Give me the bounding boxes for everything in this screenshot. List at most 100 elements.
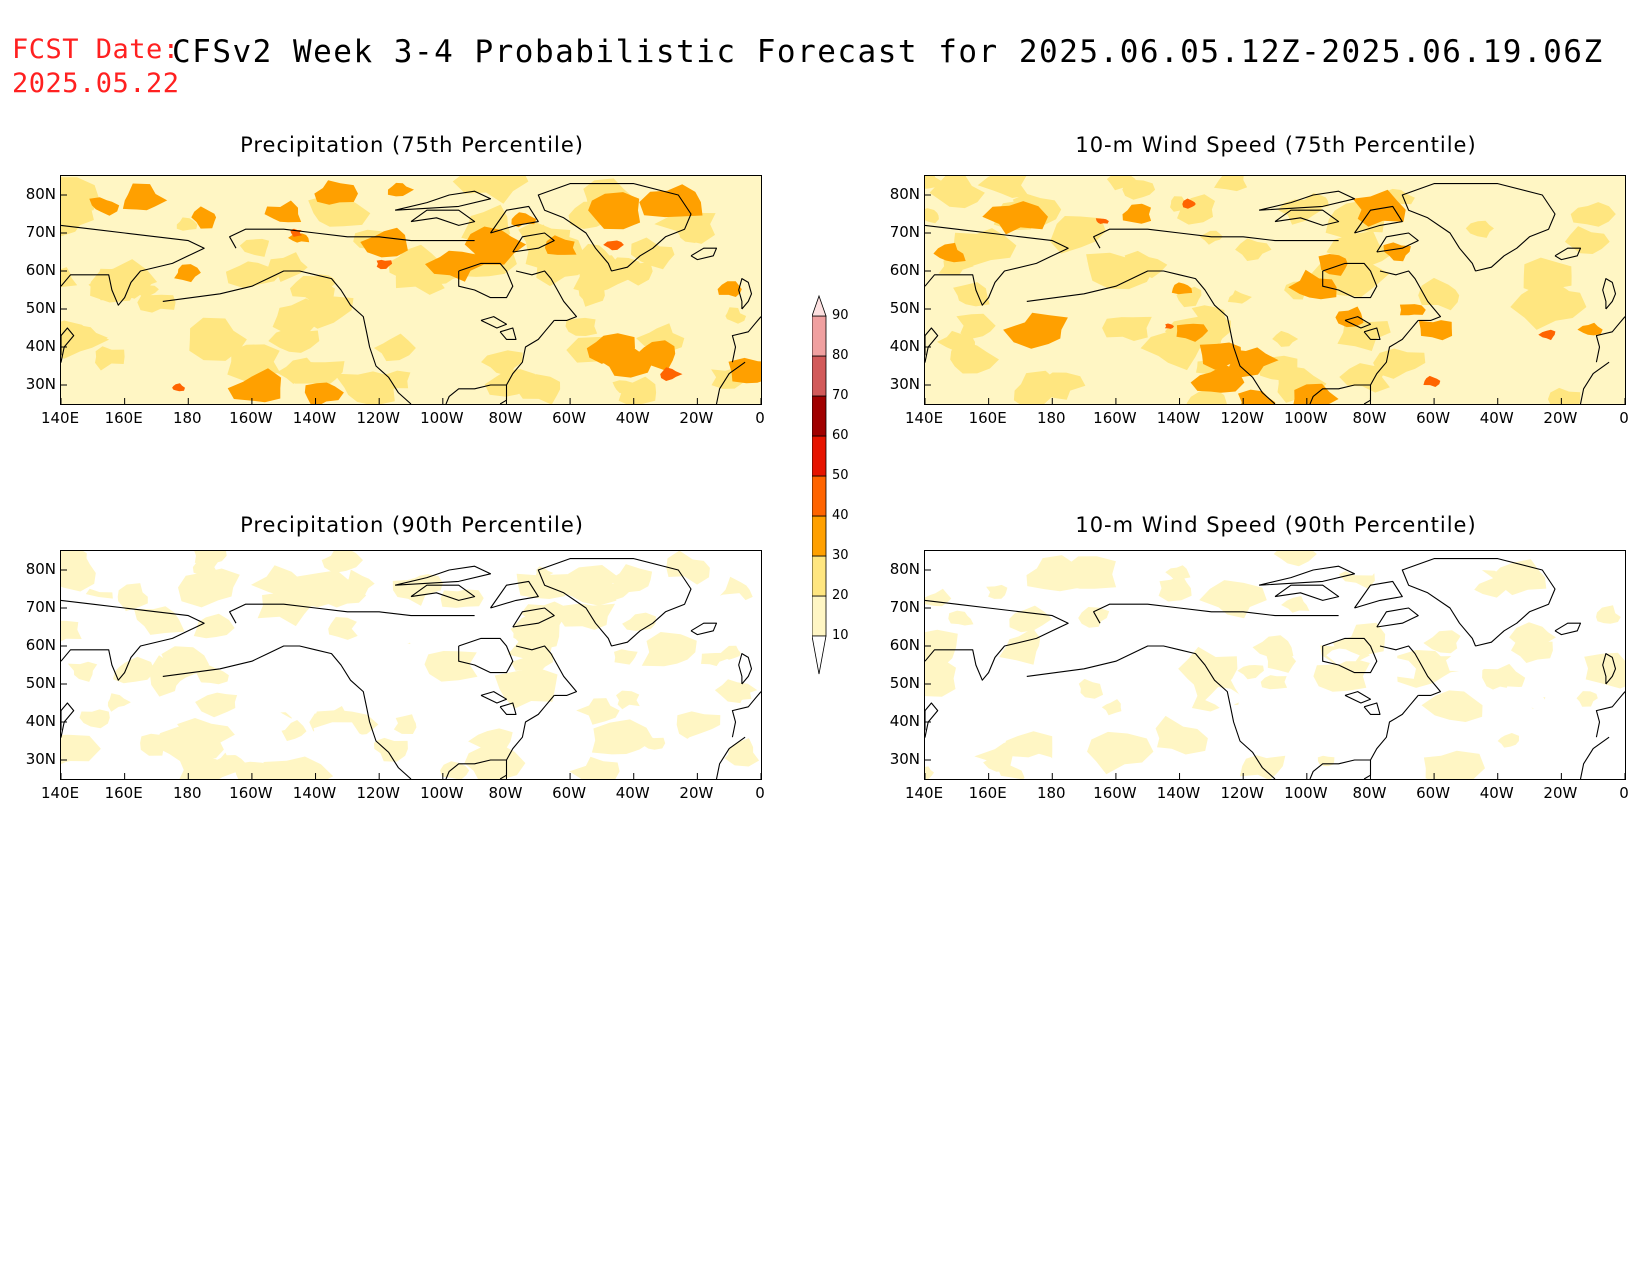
panel-title-precip90: Precipitation (90th Percentile)	[240, 513, 584, 537]
lat-label: 60N	[25, 636, 56, 654]
lon-label: 0	[1619, 409, 1629, 427]
lon-label: 160W	[229, 784, 273, 802]
lat-label: 50N	[889, 674, 920, 692]
lat-label: 30N	[889, 375, 920, 393]
lon-label: 180	[1036, 784, 1066, 802]
lat-label: 80N	[889, 185, 920, 203]
lat-label: 40N	[889, 712, 920, 730]
lon-label: 140W	[292, 409, 337, 427]
colorbar-label: 20	[832, 588, 849, 603]
lon-label: 0	[755, 409, 765, 427]
lon-label: 160E	[104, 409, 143, 427]
colorbar	[811, 280, 872, 684]
lon-label: 60W	[1416, 784, 1451, 802]
lon-label: 20W	[679, 784, 714, 802]
lon-label: 140W	[292, 784, 337, 802]
map-wind90	[924, 550, 1626, 780]
lat-label: 30N	[25, 750, 56, 768]
colorbar-label: 50	[832, 468, 849, 483]
colorbar-segment	[811, 475, 827, 517]
lon-label: 60W	[552, 784, 587, 802]
lon-label: 60W	[552, 409, 587, 427]
map-precip90	[60, 550, 762, 780]
lon-label: 180	[172, 409, 202, 427]
lon-label: 160E	[104, 784, 143, 802]
lon-label: 120W	[356, 409, 400, 427]
lat-label: 80N	[25, 185, 56, 203]
lon-label: 140E	[904, 409, 944, 427]
colorbar-label: 90	[832, 308, 849, 323]
colorbar-label: 60	[832, 428, 849, 443]
lon-label: 160W	[1093, 409, 1137, 427]
lon-label: 180	[172, 784, 202, 802]
colorbar-segment	[811, 515, 827, 557]
lon-label: 80W	[488, 409, 523, 427]
lat-label: 70N	[25, 598, 56, 616]
lat-label: 40N	[889, 337, 920, 355]
colorbar-segment	[811, 435, 827, 477]
fcst-date-value: 2025.05.22	[12, 68, 180, 99]
lon-label: 140E	[40, 409, 80, 427]
colorbar-label: 40	[832, 508, 849, 523]
map-wind75	[924, 175, 1626, 405]
colorbar-label: 80	[832, 348, 849, 363]
panel-title-wind75: 10-m Wind Speed (75th Percentile)	[1075, 133, 1477, 157]
lat-label: 50N	[889, 299, 920, 317]
lon-label: 180	[1036, 409, 1066, 427]
lon-label: 80W	[488, 784, 523, 802]
lat-label: 80N	[889, 560, 920, 578]
lon-label: 0	[1619, 784, 1629, 802]
lat-label: 30N	[889, 750, 920, 768]
lon-label: 40W	[1479, 784, 1514, 802]
lon-label: 140E	[40, 784, 80, 802]
lon-label: 160W	[1093, 784, 1137, 802]
lon-label: 80W	[1352, 784, 1387, 802]
lon-label: 160W	[229, 409, 273, 427]
colorbar-segment	[811, 595, 827, 637]
lat-label: 70N	[25, 223, 56, 241]
colorbar-bottom-triangle	[811, 635, 827, 675]
lon-label: 40W	[1479, 409, 1514, 427]
lon-label: 0	[755, 784, 765, 802]
lat-label: 60N	[889, 636, 920, 654]
lat-label: 80N	[25, 560, 56, 578]
lat-label: 50N	[25, 674, 56, 692]
lat-label: 40N	[25, 712, 56, 730]
colorbar-segment	[811, 355, 827, 397]
colorbar-segment	[811, 315, 827, 357]
lat-label: 60N	[25, 261, 56, 279]
lat-label: 60N	[889, 261, 920, 279]
lat-label: 70N	[889, 223, 920, 241]
figure-title: CFSv2 Week 3-4 Probabilistic Forecast fo…	[172, 34, 1604, 70]
lon-label: 20W	[1543, 784, 1578, 802]
lon-label: 40W	[615, 409, 650, 427]
lon-label: 140E	[904, 784, 944, 802]
lon-label: 100W	[1284, 409, 1328, 427]
colorbar-label: 30	[832, 548, 849, 563]
colorbar-segment	[811, 555, 827, 597]
lon-label: 100W	[420, 409, 464, 427]
map-precip75	[60, 175, 762, 405]
lat-label: 40N	[25, 337, 56, 355]
lon-label: 40W	[615, 784, 650, 802]
colorbar-label: 70	[832, 388, 849, 403]
lon-label: 120W	[1220, 409, 1264, 427]
lon-label: 20W	[1543, 409, 1578, 427]
lon-label: 140W	[1156, 784, 1201, 802]
lon-label: 100W	[1284, 784, 1328, 802]
colorbar-top-triangle	[811, 294, 827, 317]
lat-label: 70N	[889, 598, 920, 616]
lon-label: 160E	[968, 409, 1007, 427]
colorbar-label: 10	[832, 628, 849, 643]
lat-label: 50N	[25, 299, 56, 317]
panel-title-precip75: Precipitation (75th Percentile)	[240, 133, 584, 157]
lon-label: 160E	[968, 784, 1007, 802]
lon-label: 100W	[420, 784, 464, 802]
lon-label: 140W	[1156, 409, 1201, 427]
fcst-date-label: FCST Date:	[12, 34, 180, 65]
lon-label: 60W	[1416, 409, 1451, 427]
colorbar-segment	[811, 395, 827, 437]
lon-label: 120W	[356, 784, 400, 802]
panel-title-wind90: 10-m Wind Speed (90th Percentile)	[1075, 513, 1477, 537]
lat-label: 30N	[25, 375, 56, 393]
